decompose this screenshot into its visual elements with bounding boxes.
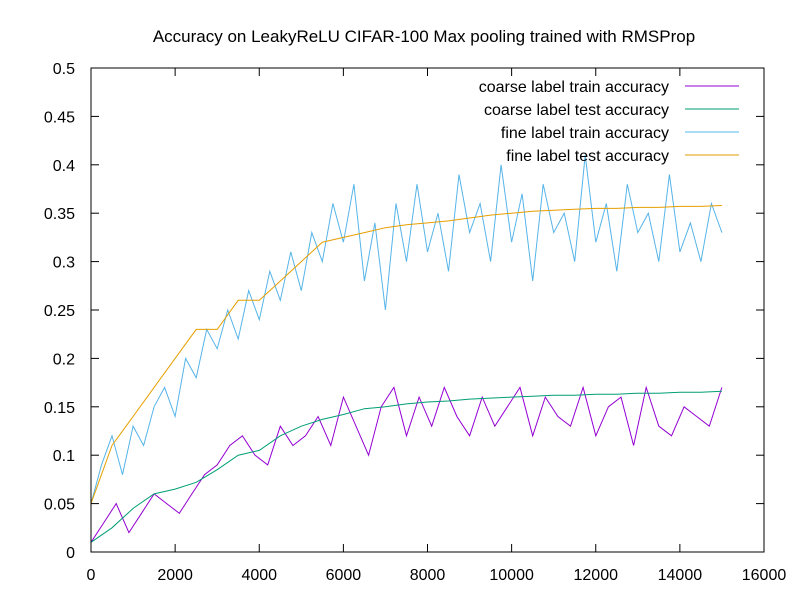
y-tick-label: 0.4 — [53, 158, 75, 175]
y-tick-label: 0.05 — [44, 497, 75, 514]
legend: coarse label train accuracy coarse label … — [479, 79, 739, 165]
y-tick-label: 0.1 — [53, 448, 75, 465]
x-tick-label: 8000 — [410, 567, 446, 584]
y-tick-label: 0.45 — [44, 109, 75, 126]
plot-lines — [90, 155, 723, 543]
y-tick-label: 0.25 — [44, 303, 75, 320]
series-line-4 — [90, 205, 722, 504]
legend-label-4: fine label test accuracy — [506, 148, 669, 165]
y-tick-label: 0.3 — [53, 255, 75, 272]
legend-label-2: coarse label test accuracy — [484, 102, 669, 119]
y-tick-label: 0.2 — [53, 351, 75, 368]
x-tick-label: 16000 — [742, 567, 787, 584]
y-axis: 0 0.05 0.1 0.15 0.2 0.25 0.3 0.35 0.4 0.45 0.5 — [44, 61, 764, 562]
series-line-1 — [90, 385, 723, 543]
y-tick-label: 0 — [66, 545, 75, 562]
x-tick-label: 12000 — [574, 567, 619, 584]
x-tick-label: 14000 — [658, 567, 703, 584]
x-tick-label: 0 — [87, 567, 96, 584]
y-tick-label: 0.35 — [44, 206, 75, 223]
x-tick-label: 2000 — [157, 567, 193, 584]
legend-label-3: fine label train accuracy — [501, 125, 669, 142]
x-tick-label: 10000 — [489, 567, 534, 584]
x-tick-label: 6000 — [326, 567, 362, 584]
legend-label-1: coarse label train accuracy — [479, 79, 669, 96]
y-tick-label: 0.15 — [44, 400, 75, 417]
series-line-2 — [90, 390, 722, 543]
x-axis: 0 2000 4000 6000 8000 10000 12000 14000 16000 — [87, 68, 787, 584]
series-line-3 — [90, 155, 723, 504]
y-tick-label: 0.5 — [53, 61, 75, 78]
x-tick-label: 4000 — [241, 567, 277, 584]
chart-title: Accuracy on LeakyReLU CIFAR-100 Max pool… — [153, 27, 695, 46]
